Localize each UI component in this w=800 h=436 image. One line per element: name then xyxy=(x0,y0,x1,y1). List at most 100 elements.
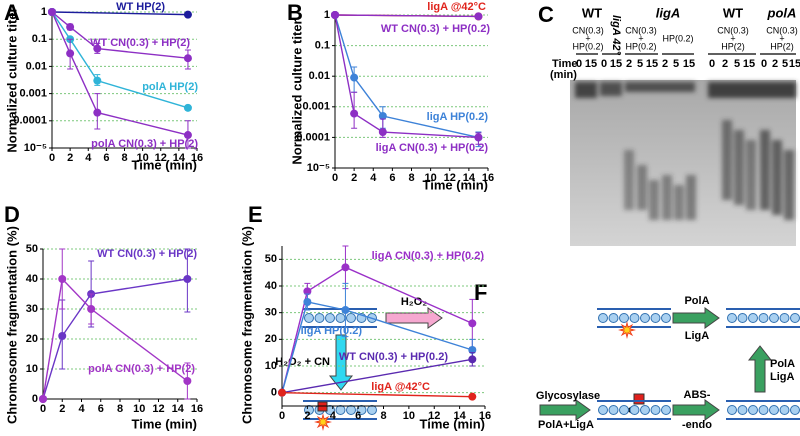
x-tick-label: 14 xyxy=(454,410,467,422)
base-pair xyxy=(650,313,661,323)
dna-duplex xyxy=(303,400,377,420)
base-pair xyxy=(629,405,640,415)
base-pair xyxy=(779,405,790,415)
lane-label: 15 xyxy=(789,58,800,70)
series-label: ligA CN(0.3) + HP(0.2) xyxy=(372,250,485,262)
base-pair xyxy=(629,313,640,323)
x-tick-label: 14 xyxy=(173,152,186,164)
gel-treatment: + xyxy=(585,33,590,43)
x-tick-label: 10 xyxy=(133,403,145,415)
x-tick-label: 4 xyxy=(78,403,85,415)
base-pair xyxy=(769,313,779,323)
series-line xyxy=(334,14,479,139)
gel-treatment: + xyxy=(730,33,735,43)
base-pair xyxy=(758,405,769,415)
step-label: LigA xyxy=(770,371,794,383)
gel-treatment: + xyxy=(779,33,784,43)
lane-label: 2 xyxy=(662,58,668,70)
step-label: PolA xyxy=(770,358,795,370)
step-label: PolA xyxy=(684,295,709,307)
base-pair xyxy=(769,405,779,415)
y-tick-label: 40 xyxy=(265,280,277,292)
gel-treatment: + xyxy=(638,33,643,43)
gel-treatment: HP(2) xyxy=(721,41,745,51)
y-tick-label: 0.1 xyxy=(315,40,330,52)
x-tick-label: 2 xyxy=(351,172,357,184)
panel-letter: D xyxy=(4,202,20,227)
x-tick-label: 8 xyxy=(117,403,123,415)
gel-treatment: CN(0.3) xyxy=(572,25,604,35)
gel-treatment: HP(0.2) xyxy=(625,41,656,51)
data-point xyxy=(474,133,483,142)
gel-panel: C WT ligA 42° ligA WT polA CN(0.3) + HP(… xyxy=(538,2,798,246)
x-tick-label: 4 xyxy=(370,172,377,184)
step-label: Glycosylase xyxy=(536,390,600,402)
data-point xyxy=(468,346,477,354)
series-line xyxy=(281,391,473,398)
data-point xyxy=(350,73,359,82)
data-point xyxy=(39,395,47,403)
base-pair xyxy=(598,313,608,323)
step-label: LigA xyxy=(685,330,709,342)
series-line xyxy=(281,358,473,394)
y-tick-label: 0 xyxy=(32,393,38,405)
lane-label: 15 xyxy=(683,58,695,70)
x-tick-label: 0 xyxy=(49,152,55,164)
base-pair xyxy=(304,313,314,323)
gel-treatment: CN(0.3) xyxy=(766,25,798,35)
base-pair xyxy=(650,405,661,415)
y-tick-label: 0.01 xyxy=(26,60,47,72)
x-tick-label: 8 xyxy=(408,172,414,184)
y-tick-label: 30 xyxy=(26,303,38,315)
gel-header: ligA xyxy=(656,5,681,20)
data-point xyxy=(378,112,387,121)
base-pair xyxy=(608,313,619,323)
data-point xyxy=(303,298,312,306)
data-point xyxy=(183,377,192,385)
base-pair xyxy=(346,313,356,323)
lane-label: 5 xyxy=(734,58,740,70)
gel-time-label: (min) xyxy=(550,69,577,81)
data-point xyxy=(183,275,192,283)
arrow xyxy=(328,334,354,391)
lane-label: 0 xyxy=(601,58,607,70)
damage xyxy=(314,413,332,431)
lane-label: 15 xyxy=(743,58,755,70)
base-pair xyxy=(737,405,748,415)
series-line xyxy=(281,266,473,393)
data-point xyxy=(331,11,339,19)
y-tick-label: 40 xyxy=(26,273,38,285)
base-pair xyxy=(661,313,671,323)
panel-letter: C xyxy=(538,2,554,27)
data-point xyxy=(93,76,102,85)
lane-label: 2 xyxy=(772,58,778,70)
base-pair xyxy=(790,313,800,323)
x-tick-label: 16 xyxy=(482,172,494,184)
y-axis-title: Chromosome fragmentation (%) xyxy=(239,226,254,424)
y-tick-label: 0 xyxy=(271,387,277,399)
base-pair xyxy=(737,313,748,323)
diagram-panel: F H₂O₂ PolA LigA H₂O₂ + CN Glycosylase P… xyxy=(275,280,795,431)
x-tick-label: 8 xyxy=(380,410,386,422)
x-tick-label: 10 xyxy=(403,410,415,422)
base-pair xyxy=(335,313,346,323)
series-line xyxy=(51,11,188,16)
arrow xyxy=(747,345,773,393)
arrow xyxy=(539,399,591,421)
data-point xyxy=(468,319,477,328)
series-line xyxy=(334,14,479,18)
y-tick-label: 20 xyxy=(26,333,38,345)
x-tick-label: 12 xyxy=(444,172,456,184)
lane-label: 2 xyxy=(722,58,728,70)
series-label: polA HP(2) xyxy=(142,81,198,93)
gel-header: WT xyxy=(723,5,743,20)
y-tick-label: 10⁻⁵ xyxy=(24,142,47,154)
gel-treatment: CN(0.3) xyxy=(625,25,657,35)
y-tick-label: 0.001 xyxy=(19,88,47,100)
lane-label: 5 xyxy=(637,58,643,70)
y-axis-title: Normalized culture titer xyxy=(4,7,19,152)
